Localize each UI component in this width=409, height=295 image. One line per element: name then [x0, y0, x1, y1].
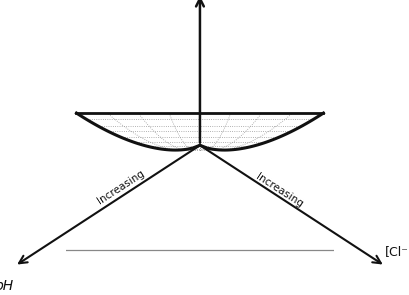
Text: [Cl⁻]: [Cl⁻] — [384, 245, 409, 258]
Text: Increasing: Increasing — [95, 168, 146, 206]
Text: pH: pH — [0, 279, 13, 294]
Text: Increasing: Increasing — [254, 171, 304, 209]
